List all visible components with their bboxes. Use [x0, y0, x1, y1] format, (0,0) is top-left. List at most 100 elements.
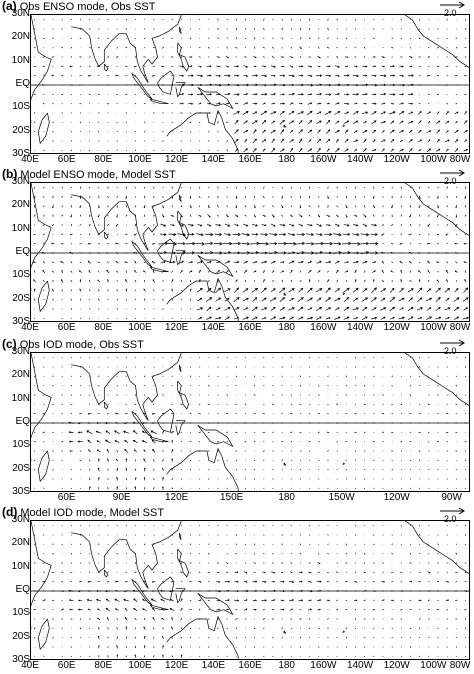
wind-vector: [33, 422, 36, 424]
wind-vector: [344, 56, 349, 58]
wind-vector: [263, 525, 265, 527]
wind-vector: [142, 608, 147, 611]
wind-vector: [464, 487, 467, 489]
wind-vector: [417, 317, 423, 320]
wind-vector: [244, 269, 248, 274]
wind-vector: [371, 93, 377, 96]
wind-vector: [298, 138, 303, 144]
wind-vector: [214, 232, 223, 237]
wind-vector: [216, 571, 220, 573]
wind-vector: [419, 655, 421, 657]
wind-vector: [305, 251, 315, 255]
wind-vector: [77, 608, 83, 611]
wind-vector: [70, 196, 72, 198]
wind-vector: [88, 65, 91, 68]
wind-vector: [70, 487, 72, 489]
wind-vector: [214, 83, 222, 87]
wind-vector: [279, 83, 286, 87]
wind-vector: [33, 84, 36, 86]
wind-vector: [116, 252, 119, 254]
wind-vector: [242, 83, 250, 87]
wind-vector: [345, 204, 348, 209]
wind-vector: [52, 37, 54, 40]
wind-vector: [153, 571, 155, 574]
lat-tick-label: EQ: [15, 78, 30, 89]
panel-title: (d) Model IOD mode, Model SST: [2, 506, 164, 519]
wind-vector: [217, 195, 219, 199]
lon-tick-label: 160W: [310, 322, 337, 333]
wind-vector: [446, 627, 448, 629]
wind-vector: [400, 618, 402, 620]
coastline: [131, 579, 153, 606]
wind-vector: [362, 316, 368, 321]
wind-vector: [334, 111, 341, 115]
wind-vector: [215, 316, 222, 320]
wind-vector: [233, 287, 239, 293]
wind-vector: [226, 112, 229, 114]
wind-vector: [318, 525, 320, 527]
wind-vector: [408, 251, 412, 255]
lon-tick-label: 160E: [238, 322, 262, 333]
wind-vector: [436, 93, 440, 95]
wind-vector: [97, 608, 101, 611]
wind-vector: [225, 65, 230, 68]
wind-vector: [87, 590, 92, 592]
wind-vector: [134, 269, 137, 274]
wind-vector: [70, 571, 73, 573]
wind-vector: [333, 83, 341, 87]
wind-vector: [205, 83, 213, 87]
wind-vector: [307, 224, 313, 227]
wind-vector: [261, 599, 267, 602]
wind-vector: [382, 487, 384, 489]
wind-vector: [317, 147, 321, 153]
wind-vector: [336, 608, 339, 611]
wind-vector: [464, 214, 467, 217]
wind-vector: [152, 269, 155, 274]
wind-vector: [400, 413, 402, 415]
wind-vector: [382, 279, 384, 283]
wind-vector: [134, 196, 137, 198]
wind-vector: [87, 439, 92, 444]
wind-vector: [244, 440, 247, 443]
wind-vector: [391, 636, 393, 639]
wind-vector: [345, 627, 348, 630]
wind-vector: [143, 476, 146, 481]
wind-vector: [323, 241, 333, 246]
wind-vector: [171, 366, 173, 368]
wind-vector: [79, 84, 82, 86]
wind-vector: [234, 214, 239, 217]
wind-vector: [141, 440, 148, 443]
wind-vector: [362, 65, 368, 68]
lat-tick-label: 30N: [11, 8, 30, 19]
wind-vector: [362, 93, 368, 96]
lat-tick-label: 10S: [12, 607, 30, 619]
lat-tick-label: 10N: [11, 560, 30, 572]
wind-vector: [272, 384, 274, 387]
wind-vector: [270, 74, 276, 77]
wind-vector: [196, 260, 203, 264]
wind-vector: [177, 250, 186, 255]
wind-vector: [343, 83, 350, 87]
wind-vector: [318, 422, 320, 424]
coastline: [283, 630, 287, 634]
wind-vector: [428, 431, 430, 434]
wind-vector: [263, 534, 265, 536]
wind-vector: [98, 298, 100, 301]
wind-vector: [42, 599, 46, 602]
wind-vector: [215, 102, 221, 105]
wind-vector: [199, 403, 201, 406]
wind-vector: [116, 357, 118, 359]
wind-vector: [336, 55, 339, 59]
reference-vector: 2.0: [438, 169, 466, 186]
coastline: [71, 532, 138, 573]
wind-vector: [381, 130, 385, 133]
wind-vector: [299, 384, 302, 387]
coastline: [177, 548, 190, 578]
wind-vector: [217, 111, 219, 115]
wind-vector: [198, 599, 202, 602]
wind-vector: [409, 270, 412, 273]
wind-vector: [171, 534, 173, 536]
wind-vector: [243, 102, 249, 105]
wind-vector: [123, 422, 129, 425]
wind-vector: [354, 618, 357, 620]
